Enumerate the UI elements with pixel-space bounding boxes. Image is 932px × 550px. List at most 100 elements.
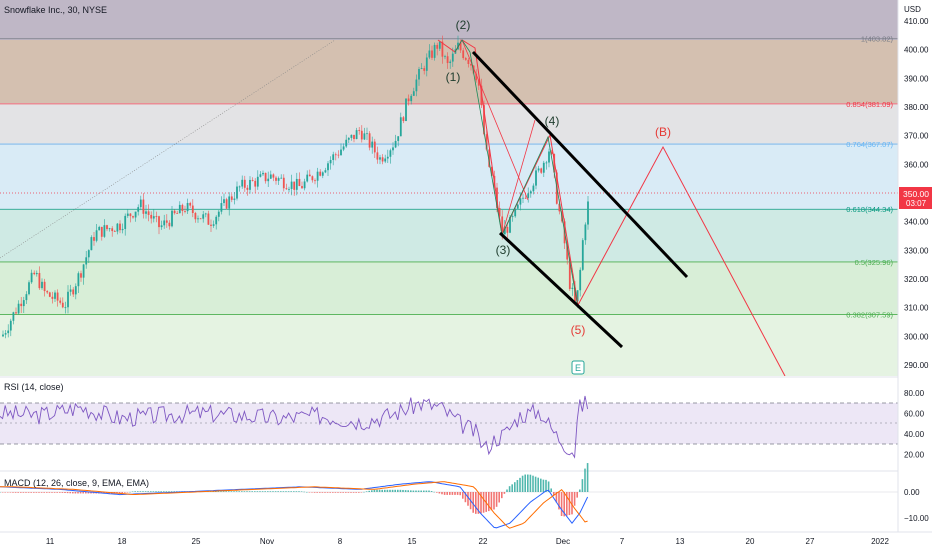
time-axis[interactable]: 11 18 25 Nov 8 15 22 Dec 7 13 20 27 2022 <box>0 532 932 550</box>
macd-bar <box>483 492 485 513</box>
candle-body <box>267 179 269 181</box>
price-tick: 380.00 <box>904 103 929 112</box>
fib-level-label: 0.764(367.07) <box>846 140 893 149</box>
rsi-pane[interactable]: RSI (14, close) <box>0 382 898 457</box>
macd-bar <box>405 490 407 492</box>
candle-body <box>543 163 545 173</box>
macd-bar <box>236 491 238 492</box>
candle-body <box>223 199 225 203</box>
macd-bar <box>587 463 589 492</box>
macd-bar <box>381 490 383 492</box>
macd-bar <box>4 492 6 493</box>
candle-body <box>26 294 28 300</box>
macd-bar <box>496 492 498 507</box>
macd-bar <box>329 492 331 493</box>
fib-level-label: 0.382(307.59) <box>846 311 893 320</box>
candle-body <box>293 182 295 190</box>
wave-label-2: (2) <box>456 18 471 32</box>
macd-bar <box>293 491 295 492</box>
earnings-marker[interactable]: E <box>572 361 584 374</box>
rsi-tick: 40.00 <box>904 430 925 439</box>
candle-body <box>280 178 282 179</box>
candle-body <box>124 216 126 229</box>
candle-body <box>322 172 324 175</box>
candle-body <box>161 225 163 227</box>
candle-body <box>429 50 431 57</box>
candle-body <box>468 60 470 64</box>
macd-signal-line <box>0 482 588 529</box>
macd-bar <box>324 492 326 493</box>
candle-body <box>361 131 363 140</box>
macd-bar <box>509 486 511 492</box>
candle-body <box>444 56 446 57</box>
macd-bar <box>75 492 77 493</box>
macd-bar <box>38 492 40 493</box>
macd-bar <box>254 491 256 492</box>
symbol-title[interactable]: Snowflake Inc., 30, NYSE <box>4 5 107 15</box>
macd-bar <box>426 491 428 492</box>
macd-bar <box>10 492 12 493</box>
macd-bar <box>2 492 4 493</box>
macd-bar <box>561 492 563 516</box>
candle-body <box>275 178 277 181</box>
macd-bar <box>298 491 300 492</box>
macd-bar <box>280 491 282 492</box>
candle-body <box>62 303 64 308</box>
candle-body <box>426 58 428 71</box>
price-axis[interactable]: USD 410.00 400.00 390.00 380.00 370.00 360.00… <box>898 0 932 532</box>
macd-bar <box>441 492 443 494</box>
macd-bar <box>62 492 64 493</box>
macd-bar <box>420 491 422 492</box>
macd-bar <box>535 477 537 492</box>
macd-bar <box>233 491 235 492</box>
macd-line <box>0 482 588 528</box>
macd-bar <box>407 490 409 492</box>
macd-bar <box>527 475 529 492</box>
candle-body <box>265 173 267 181</box>
candle-body <box>189 203 191 206</box>
macd-bar <box>137 491 139 492</box>
macd-bar <box>504 492 506 494</box>
macd-bar <box>23 492 25 493</box>
macd-bar <box>238 491 240 492</box>
macd-bar <box>270 491 272 492</box>
candle-body <box>522 198 524 199</box>
macd-bar <box>134 491 136 492</box>
candle-body <box>405 99 407 121</box>
macd-bar <box>511 484 513 492</box>
candle-body <box>78 273 80 286</box>
candle-body <box>192 206 194 213</box>
macd-bar <box>306 492 308 493</box>
macd-bar <box>275 491 277 492</box>
macd-bar <box>582 479 584 492</box>
candle-body <box>345 140 347 147</box>
price-tick: 320.00 <box>904 275 929 284</box>
macd-bar <box>449 492 451 495</box>
macd-bar <box>223 491 225 492</box>
candle-body <box>184 211 186 212</box>
candle-body <box>2 335 4 337</box>
macd-bar <box>0 492 1 493</box>
candle-body <box>31 273 33 282</box>
macd-bar <box>345 492 347 493</box>
macd-bar <box>43 492 45 493</box>
candle-body <box>163 220 165 225</box>
macd-bar <box>80 492 82 493</box>
candle-body <box>449 62 451 63</box>
macd-bar <box>285 491 287 492</box>
macd-bar <box>147 491 149 492</box>
candle-body <box>182 205 184 211</box>
candle-body <box>109 228 111 229</box>
candle-body <box>132 216 134 217</box>
macd-bar <box>358 492 360 493</box>
candle-body <box>41 282 43 288</box>
macd-bar <box>415 491 417 492</box>
macd-bar <box>64 492 66 493</box>
macd-bar <box>439 492 441 493</box>
macd-bar <box>363 492 365 493</box>
candle-body <box>236 187 238 199</box>
candle-body <box>169 223 171 227</box>
candle-body <box>195 213 197 219</box>
wave-label-1: (1) <box>446 70 461 84</box>
